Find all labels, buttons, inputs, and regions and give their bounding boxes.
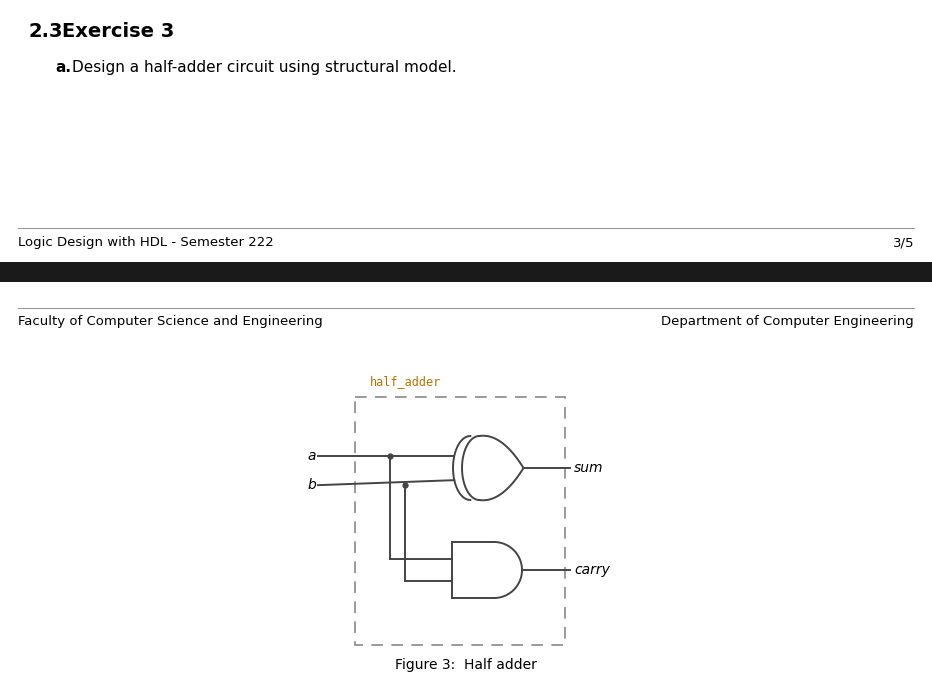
Bar bbox=[355, 397, 565, 645]
Text: 3/5: 3/5 bbox=[893, 236, 914, 249]
Text: Faculty of Computer Science and Engineering: Faculty of Computer Science and Engineer… bbox=[18, 315, 322, 328]
Bar bbox=[0, 262, 932, 282]
Text: half_adder: half_adder bbox=[370, 375, 441, 388]
Text: carry: carry bbox=[574, 563, 610, 577]
Text: Department of Computer Engineering: Department of Computer Engineering bbox=[661, 315, 914, 328]
Text: Exercise 3: Exercise 3 bbox=[62, 22, 174, 41]
Text: b: b bbox=[308, 478, 316, 492]
Text: sum: sum bbox=[574, 461, 604, 475]
Text: 2.3: 2.3 bbox=[28, 22, 62, 41]
Text: a: a bbox=[308, 449, 316, 463]
Text: Logic Design with HDL - Semester 222: Logic Design with HDL - Semester 222 bbox=[18, 236, 274, 249]
Text: a.: a. bbox=[55, 60, 71, 75]
Text: Design a half-adder circuit using structural model.: Design a half-adder circuit using struct… bbox=[72, 60, 457, 75]
Text: Figure 3:  Half adder: Figure 3: Half adder bbox=[395, 658, 537, 672]
